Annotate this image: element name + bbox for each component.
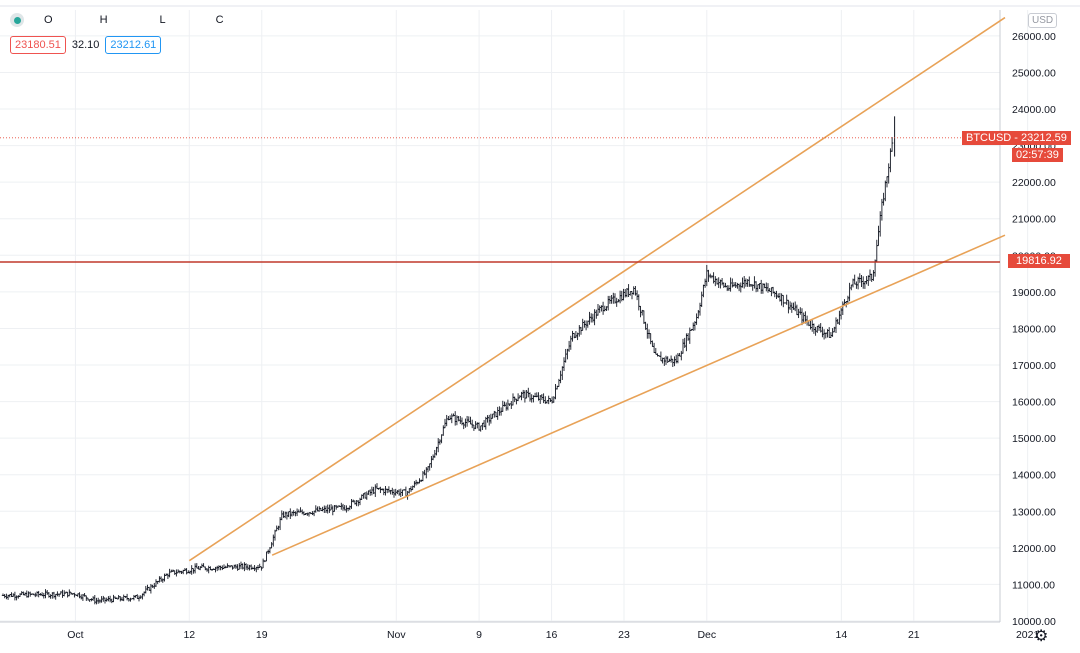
open-label: O [44, 14, 53, 26]
x-tick-label: Oct [67, 629, 83, 641]
symbol-name: BTCUSD [966, 132, 1012, 144]
settings-gear-icon[interactable]: ⚙ [1034, 628, 1049, 645]
x-tick-label: 16 [546, 629, 558, 641]
y-tick-label: 25000.00 [1012, 67, 1056, 79]
currency-badge[interactable]: USD [1028, 13, 1058, 28]
y-tick-label: 24000.00 [1012, 104, 1056, 116]
x-tick-label: 14 [836, 629, 848, 641]
x-tick-label: 9 [476, 629, 482, 641]
y-tick-label: 14000.00 [1012, 470, 1056, 482]
trendline-lower[interactable] [271, 234, 1006, 556]
price-change: 32.10 [71, 39, 100, 51]
x-tick-label: 23 [618, 629, 630, 641]
trendlines [0, 16, 1006, 562]
ask-price-pill: 23212.61 [105, 36, 162, 54]
y-tick-label: 21000.00 [1012, 214, 1056, 226]
market-status-icon [10, 13, 24, 27]
y-tick-label: 22000.00 [1012, 177, 1056, 189]
y-tick-label: 10000.00 [1012, 616, 1056, 628]
grid [0, 10, 1029, 622]
x-tick-label: 2021 [1016, 629, 1040, 641]
y-tick-label: 16000.00 [1012, 397, 1056, 409]
y-tick-label: 13000.00 [1012, 506, 1056, 518]
level-price-tag: 19816.92 [1008, 254, 1070, 268]
y-tick-label: 11000.00 [1012, 579, 1055, 591]
trendline-upper[interactable] [188, 16, 1006, 562]
y-tick-label: 17000.00 [1012, 360, 1056, 372]
candles [1, 116, 896, 605]
y-tick-label: 12000.00 [1012, 543, 1056, 555]
x-tick-label: 21 [908, 629, 920, 641]
symbol-tag-separator: - [1014, 132, 1022, 144]
y-tick-label: 26000.00 [1012, 31, 1056, 43]
x-tick-label: 19 [256, 629, 268, 641]
high-label: H [99, 14, 108, 26]
ohlc-legend: O H L C 23180.51 32.10 23212.61 [10, 10, 270, 56]
y-tick-label: 19000.00 [1012, 287, 1056, 299]
symbol-price: 23212.59 [1021, 132, 1067, 144]
y-tick-label: 18000.00 [1012, 323, 1056, 335]
x-tick-label: Nov [387, 629, 406, 641]
low-label: L [159, 14, 166, 26]
y-tick-label: 15000.00 [1012, 433, 1056, 445]
last-price-pill: 23180.51 [10, 36, 66, 54]
bar-countdown: 02:57:39 [1012, 148, 1063, 162]
x-tick-label: Dec [697, 629, 716, 641]
x-tick-label: 12 [183, 629, 195, 641]
close-label: C [215, 14, 224, 26]
symbol-price-tag: BTCUSD - 23212.59 [962, 131, 1071, 145]
